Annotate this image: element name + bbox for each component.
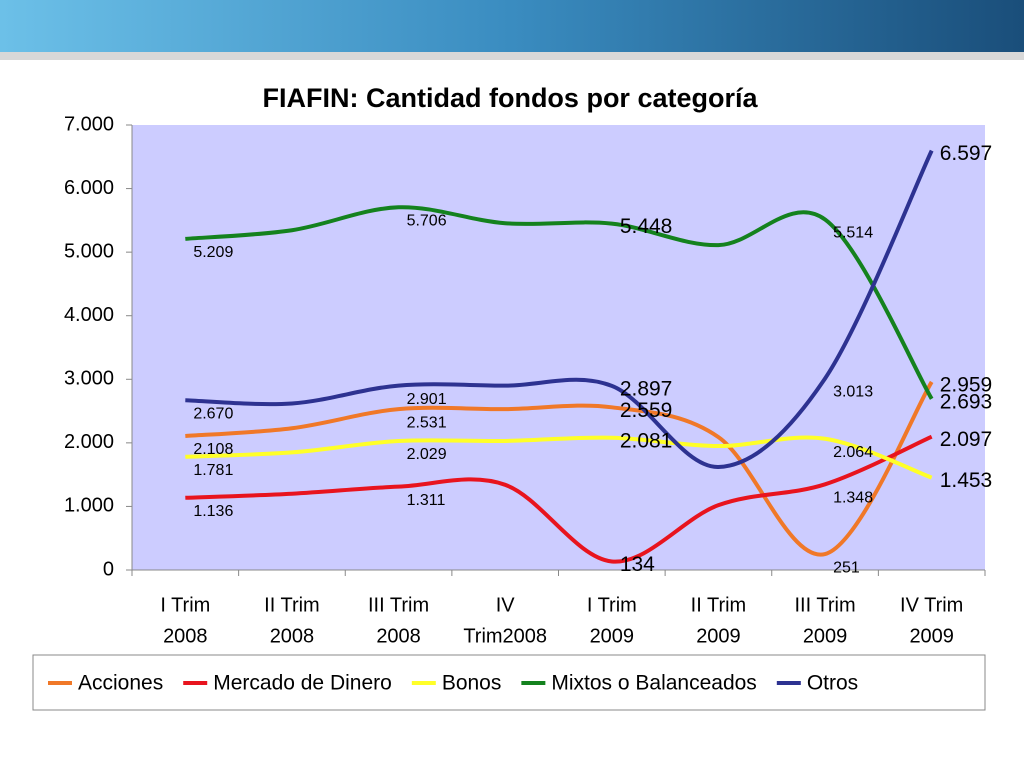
data-label: 2.959 <box>940 373 993 396</box>
plot-area: 0 1.000 2.000 3.000 4.000 5.000 6.000 7.000 I Tr… <box>64 113 992 647</box>
series-line <box>185 380 934 557</box>
x-tick-label: 2008 <box>163 625 208 647</box>
header-banner <box>0 0 1024 52</box>
series-line <box>185 149 934 470</box>
legend-label: Mercado de Dinero <box>213 672 392 695</box>
data-label: 2.081 <box>620 429 673 452</box>
x-tick-label: I Trim <box>160 594 210 616</box>
y-tick-label: 0 <box>103 558 114 580</box>
data-label: 1.453 <box>940 469 993 492</box>
x-tick-label: III Trim <box>795 594 856 616</box>
data-label: 3.013 <box>833 384 873 401</box>
chart-title: FIAFIN: Cantidad fondos por categoría <box>262 83 758 113</box>
legend-label: Acciones <box>78 672 163 695</box>
x-tick-label: III Trim <box>368 594 429 616</box>
data-label: 2.670 <box>193 405 233 422</box>
data-label: 5.209 <box>193 244 233 261</box>
data-label: 134 <box>620 553 655 576</box>
data-label: 5.448 <box>620 215 673 238</box>
x-tick-label: 2009 <box>909 625 954 647</box>
data-label: 5.706 <box>407 212 447 229</box>
x-tick-label: IV <box>496 594 516 616</box>
legend-label: Bonos <box>442 672 502 695</box>
x-tick-label: II Trim <box>691 594 747 616</box>
data-label: 6.597 <box>940 142 993 165</box>
legend-label: Mixtos o Balanceados <box>551 672 756 695</box>
x-tick-label: 2008 <box>376 625 421 647</box>
data-label: 2.901 <box>407 391 447 408</box>
series-line <box>185 434 933 564</box>
data-label: 251 <box>833 559 860 576</box>
y-tick-label: 5.000 <box>64 240 114 262</box>
data-label: 2.064 <box>833 444 873 461</box>
data-label: 1.311 <box>407 492 446 509</box>
x-tick-label: 2009 <box>803 625 848 647</box>
series-line <box>185 435 933 480</box>
legend: Acciones Mercado de Dinero Bonos Mixtos o B… <box>32 654 986 711</box>
data-label: 2.693 <box>940 390 993 413</box>
series-line <box>185 205 934 400</box>
header-strip <box>0 52 1024 60</box>
legend-label: Otros <box>807 672 858 695</box>
y-tick-label: 2.000 <box>64 431 114 453</box>
x-tick-label: II Trim <box>264 594 320 616</box>
y-tick-label: 4.000 <box>64 304 114 326</box>
data-label: 1.136 <box>193 503 233 520</box>
y-tick-label: 7.000 <box>64 113 114 135</box>
x-tick-label: 2009 <box>590 625 635 647</box>
x-tick-label: 2008 <box>270 625 315 647</box>
data-label: 1.781 <box>193 462 233 479</box>
x-tick-label: 2009 <box>696 625 741 647</box>
y-tick-label: 3.000 <box>64 368 114 390</box>
y-tick-label: 1.000 <box>64 495 114 517</box>
data-label: 2.108 <box>193 441 233 458</box>
x-tick-label: I Trim <box>587 594 637 616</box>
data-label: 2.029 <box>407 446 447 463</box>
y-tick-label: 6.000 <box>64 177 114 199</box>
data-label: 2.531 <box>407 414 447 431</box>
data-label: 5.514 <box>833 225 873 242</box>
data-label: 2.097 <box>940 428 993 451</box>
data-label: 2.559 <box>620 399 673 422</box>
x-tick-label: Trim2008 <box>463 625 547 647</box>
data-label: 2.897 <box>620 377 673 400</box>
x-tick-label: IV Trim <box>900 594 963 616</box>
data-label: 1.348 <box>833 490 873 507</box>
